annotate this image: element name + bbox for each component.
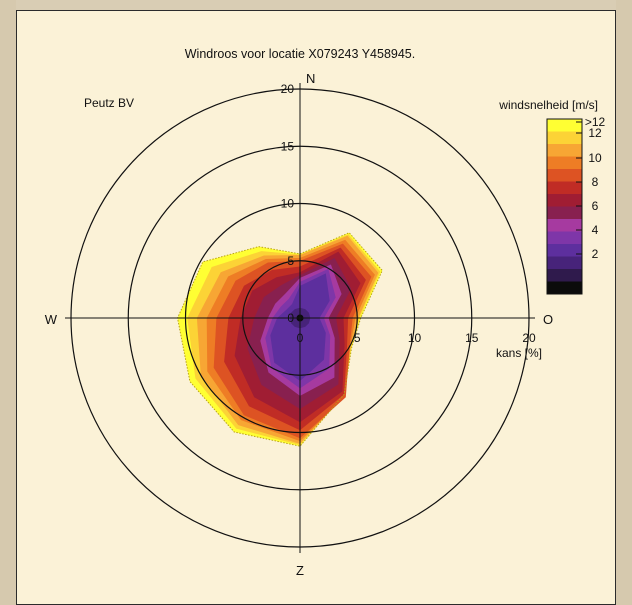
legend-swatch xyxy=(547,206,582,220)
tick-label-east: 0 xyxy=(297,331,304,345)
chart-title: Windroos voor locatie X079243 Y458945. xyxy=(185,47,415,61)
page-edge-right xyxy=(616,0,632,605)
legend-swatch xyxy=(547,269,582,282)
tick-label-north: 5 xyxy=(287,254,294,268)
tick-label-east: 5 xyxy=(354,331,361,345)
legend-swatch xyxy=(547,144,582,157)
tick-label-north: 15 xyxy=(281,139,295,153)
legend-tick-label: 2 xyxy=(592,247,599,261)
polar-grid xyxy=(65,83,535,553)
legend-title: windsnelheid [m/s] xyxy=(498,98,598,112)
compass-south: Z xyxy=(296,563,304,578)
compass-north: N xyxy=(306,71,315,86)
tick-label-north: 20 xyxy=(281,82,295,96)
legend-swatch xyxy=(547,281,582,295)
tick-label-north: 0 xyxy=(287,311,294,325)
legend-tick-label: >12 xyxy=(585,115,606,129)
legend-tick-label: 4 xyxy=(592,223,599,237)
legend-swatch xyxy=(547,181,582,195)
legend-swatch xyxy=(547,119,582,132)
radial-tick-labels: 00 5 5 10 10 15 15 20 20 xyxy=(281,82,536,345)
legend-tick-label: 10 xyxy=(588,151,602,165)
legend-tick-label: 8 xyxy=(592,175,599,189)
compass-west: W xyxy=(45,312,58,327)
legend-tick-label: 12 xyxy=(588,126,602,140)
tick-label-east: 15 xyxy=(465,331,479,345)
tick-label-east: 20 xyxy=(522,331,536,345)
radial-axis-label: kans [%] xyxy=(496,346,542,360)
legend-tick-label: 6 xyxy=(592,199,599,213)
company-label: Peutz BV xyxy=(84,96,134,110)
tick-label-east: 10 xyxy=(408,331,422,345)
tick-label-north: 10 xyxy=(281,197,295,211)
wind-rose-petals xyxy=(176,232,383,447)
legend-swatch xyxy=(547,244,582,257)
page-edge-left xyxy=(0,0,16,605)
legend-swatch xyxy=(547,131,582,145)
legend-swatch xyxy=(547,169,582,182)
legend-swatch xyxy=(547,194,582,207)
legend-swatch xyxy=(547,156,582,170)
legend-swatch xyxy=(547,256,582,270)
compass-east: O xyxy=(543,312,553,327)
legend-swatch xyxy=(547,231,582,245)
legend-swatch xyxy=(547,219,582,232)
compass-labels: N O Z W xyxy=(45,71,553,578)
